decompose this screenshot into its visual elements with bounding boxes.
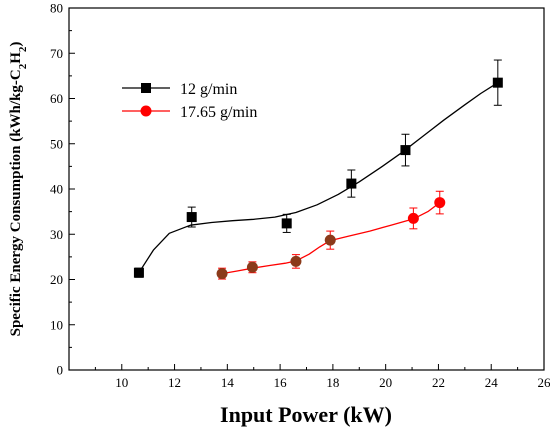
square-marker (133, 267, 144, 278)
square-marker (492, 77, 503, 88)
series-2-point-6 (434, 190, 446, 215)
y-tick-label-40: 40 (50, 182, 63, 197)
x-tick-label-18: 18 (326, 375, 339, 390)
series-2-point-4 (324, 230, 336, 250)
series-1-point-3 (281, 213, 292, 233)
data-marks (133, 59, 503, 280)
series-1-point-1 (133, 267, 144, 278)
circle-marker (290, 255, 302, 267)
x-tick-label-16: 16 (274, 375, 288, 390)
y-tick-label-20: 20 (50, 272, 63, 287)
y-axis-title-close: ) (8, 42, 24, 47)
x-tick-label-22: 22 (432, 375, 445, 390)
square-marker (400, 145, 411, 156)
x-axis-title: Input Power (kW) (220, 402, 392, 427)
legend-label-series-1: 12 g/min (180, 81, 237, 98)
axis-ticks: 10 12 14 16 18 20 22 24 26 0 10 20 30 40 50 60 70 80 (50, 1, 550, 391)
legend: 12 g/min 17.65 g/min (122, 81, 257, 121)
x-tick-label-12: 12 (168, 375, 181, 390)
x-tick-label-10: 10 (115, 375, 128, 390)
series-1-point-5 (400, 133, 411, 167)
circle-marker (216, 268, 228, 280)
series-2-point-2 (246, 261, 258, 274)
y-axis-title-sub1: 2 (17, 63, 29, 69)
y-tick-label-30: 30 (50, 227, 63, 242)
legend-item-series-2: 17.65 g/min (122, 104, 257, 121)
y-axis-title-sub2: 2 (17, 46, 29, 52)
x-tick-label-14: 14 (221, 375, 235, 390)
square-marker (186, 212, 197, 223)
x-tick-label-26: 26 (538, 375, 550, 390)
square-marker (281, 218, 292, 229)
circle-marker (324, 234, 336, 246)
circle-marker (407, 212, 419, 224)
circle-marker (246, 261, 258, 273)
series-1-point-6 (492, 59, 503, 106)
series-2-point-5 (407, 207, 419, 230)
x-tick-label-24: 24 (485, 375, 499, 390)
x-tick-label-20: 20 (379, 375, 392, 390)
series-1-point-2 (186, 206, 197, 228)
legend-marker-series-2 (140, 105, 152, 117)
fit-curves (138, 82, 499, 275)
series-2-point-1 (216, 267, 228, 280)
y-tick-label-50: 50 (50, 136, 63, 151)
legend-label-series-2: 17.65 g/min (180, 104, 257, 121)
series-1-point-4 (346, 169, 357, 198)
series-2-point-3 (290, 254, 302, 269)
y-axis-title: Specific Energy Consumption (kWh/kg-C2H2… (8, 42, 29, 337)
legend-item-series-1: 12 g/min (122, 81, 237, 98)
plot-frame (68, 7, 545, 371)
y-tick-label-70: 70 (50, 46, 63, 61)
circle-marker (434, 197, 446, 209)
series-1-curve (138, 82, 499, 274)
y-tick-label-80: 80 (50, 1, 63, 16)
y-axis-title-mid: H (8, 52, 24, 64)
y-tick-label-60: 60 (50, 91, 63, 106)
y-tick-label-0: 0 (57, 363, 64, 378)
y-axis-title-main: Specific Energy Consumption (kWh/kg-C (8, 69, 24, 336)
square-marker (346, 178, 357, 189)
legend-marker-series-1 (141, 83, 151, 93)
y-tick-label-10: 10 (50, 317, 63, 332)
series-2-curve (221, 202, 441, 275)
